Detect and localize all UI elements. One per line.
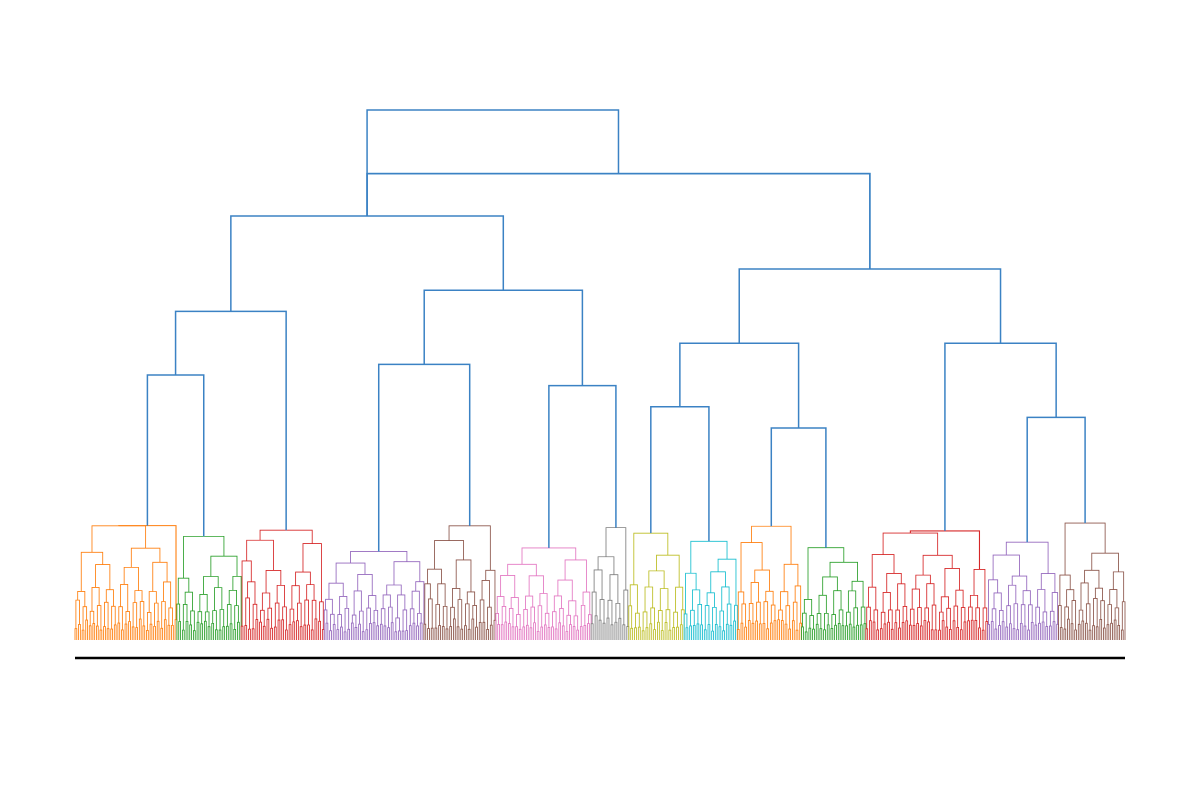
trunk-layer [147, 110, 1085, 551]
cluster-c4 [424, 526, 496, 640]
cluster-c0 [75, 526, 177, 640]
cluster-c12 [988, 542, 1059, 640]
cluster-c13 [1059, 523, 1125, 640]
cluster-c5 [496, 548, 591, 640]
cluster-c6 [591, 528, 629, 640]
cluster-c9 [737, 526, 801, 640]
dendrogram-container [0, 0, 1200, 800]
cluster-c2 [241, 530, 324, 640]
clusters-layer [75, 523, 1125, 640]
dendrogram-svg [0, 0, 1200, 800]
cluster-c3 [324, 551, 424, 640]
cluster-c7 [629, 533, 684, 640]
cluster-c1 [177, 536, 241, 640]
cluster-c8 [684, 541, 737, 640]
cluster-c11 [866, 531, 988, 640]
cluster-c10 [802, 548, 866, 640]
